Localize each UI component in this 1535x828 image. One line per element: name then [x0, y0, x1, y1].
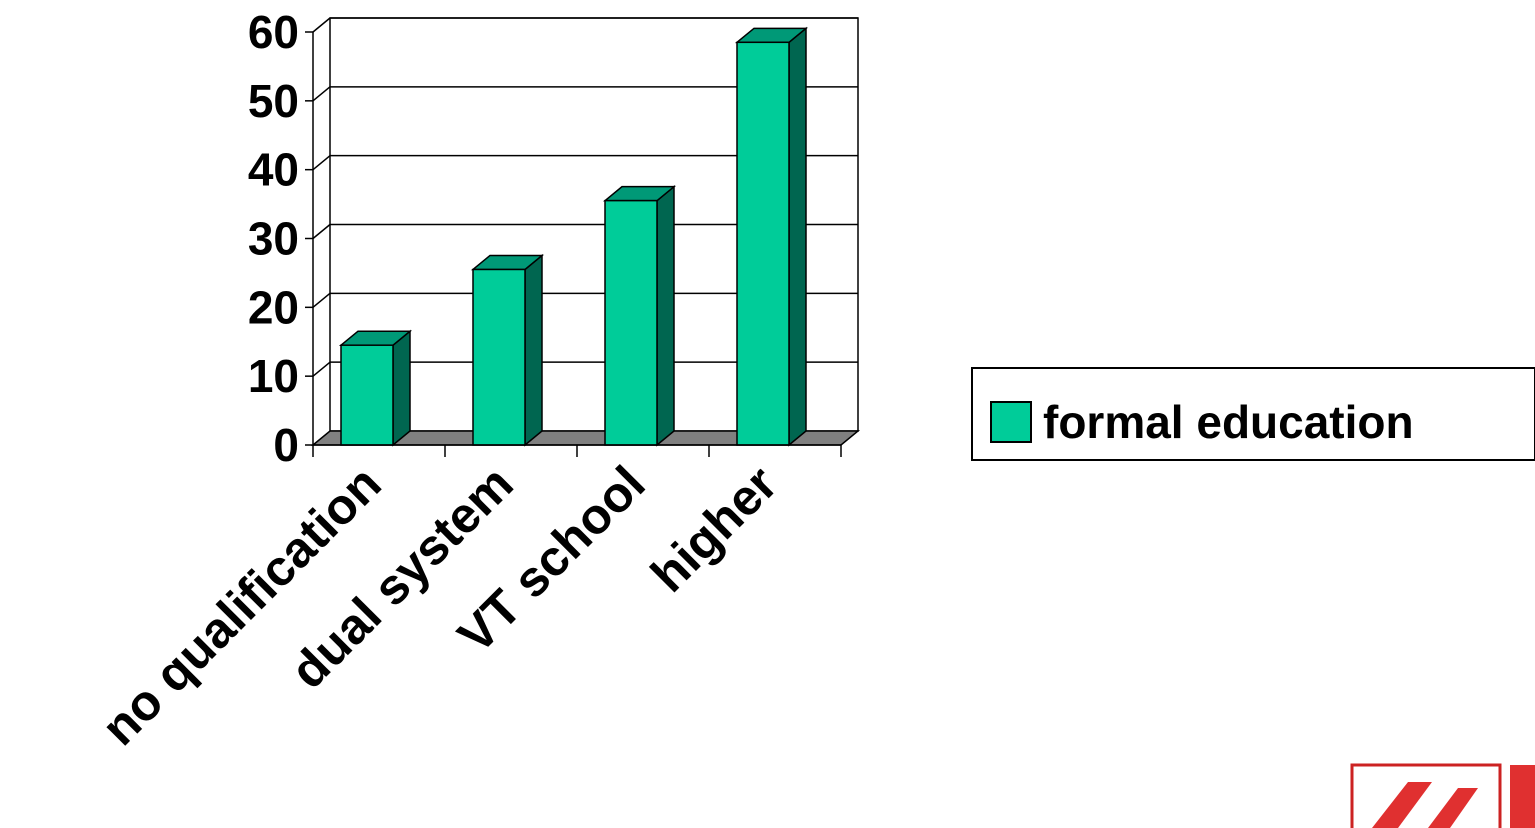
bar	[472, 268, 526, 446]
logo-icon	[1350, 763, 1535, 828]
gridline-diagonal	[312, 292, 331, 308]
gridline-diagonal	[312, 155, 331, 171]
x-category-label: higher	[640, 455, 788, 603]
back-wall	[313, 18, 858, 445]
bar	[340, 344, 394, 446]
gridline-diagonal	[312, 223, 331, 240]
bar-side	[392, 329, 411, 447]
bar	[604, 199, 658, 446]
bars	[338, 26, 809, 447]
y-tick-label: 30	[248, 213, 299, 265]
gridline-diagonal	[312, 361, 331, 377]
y-tick-label: 50	[248, 75, 299, 127]
bar-side	[656, 185, 675, 447]
bar-side	[788, 26, 807, 447]
legend-label: formal education	[1043, 396, 1414, 448]
bar	[736, 41, 790, 446]
y-tick-label: 0	[273, 419, 299, 471]
legend-box	[971, 367, 1535, 461]
legend: formal education	[971, 367, 1535, 461]
y-tick-label: 40	[248, 144, 299, 196]
y-tick-label: 10	[248, 350, 299, 402]
y-tick-label: 20	[248, 281, 299, 333]
gridline-diagonal	[312, 86, 331, 102]
legend-swatch	[990, 401, 1032, 443]
y-tick-label: 60	[248, 6, 299, 58]
gridline-diagonal	[312, 17, 331, 33]
plot-area	[310, 17, 861, 446]
axes	[305, 31, 842, 457]
bar-side	[524, 253, 543, 447]
